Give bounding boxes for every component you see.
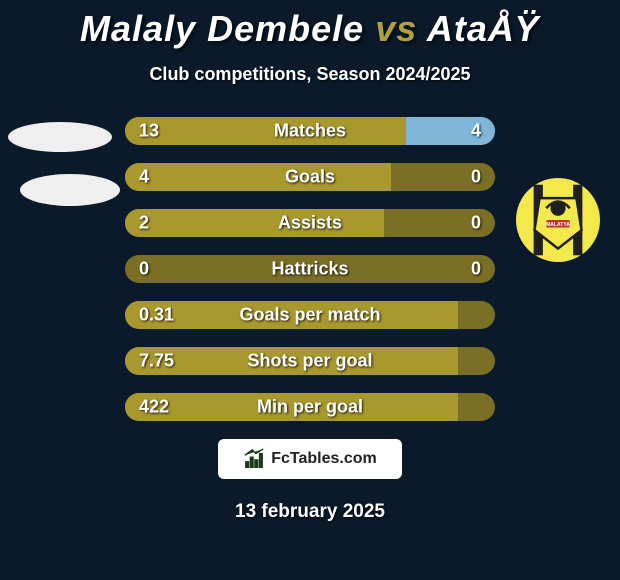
stat-label: Min per goal bbox=[257, 397, 363, 418]
stat-row: 7.75 Shots per goal bbox=[125, 347, 495, 375]
page-title: Malaly Dembele vs AtaÅŸ bbox=[0, 0, 620, 50]
stat-label: Assists bbox=[278, 213, 342, 234]
stat-label: Goals bbox=[285, 167, 335, 188]
date-text: 13 february 2025 bbox=[0, 501, 620, 523]
stat-bar-right bbox=[406, 117, 495, 145]
stat-value-left: 422 bbox=[139, 397, 169, 418]
stats-chart: 13 Matches 4 4 Goals 0 2 Assists 0 0 Hattricks 0 0.3… bbox=[0, 117, 620, 421]
site-logo-text: FcTables.com bbox=[271, 450, 377, 468]
stat-value-left: 4 bbox=[139, 167, 149, 188]
vs-text: vs bbox=[375, 8, 417, 49]
stat-value-right: 0 bbox=[471, 167, 481, 188]
stat-label: Matches bbox=[274, 121, 346, 142]
stat-value-right: 0 bbox=[471, 259, 481, 280]
stat-value-right: 4 bbox=[471, 121, 481, 142]
stat-value-left: 2 bbox=[139, 213, 149, 234]
site-logo: FcTables.com bbox=[218, 439, 402, 479]
stat-value-left: 7.75 bbox=[139, 351, 174, 372]
player1-name: Malaly Dembele bbox=[80, 8, 364, 49]
subtitle: Club competitions, Season 2024/2025 bbox=[0, 64, 620, 85]
stat-row: 422 Min per goal bbox=[125, 393, 495, 421]
stat-bar-left bbox=[125, 163, 391, 191]
stat-label: Goals per match bbox=[239, 305, 380, 326]
stat-value-left: 0 bbox=[139, 259, 149, 280]
stat-bar-left bbox=[125, 209, 384, 237]
stat-value-left: 0.31 bbox=[139, 305, 174, 326]
stat-value-right: 0 bbox=[471, 213, 481, 234]
player2-name: AtaÅŸ bbox=[427, 8, 540, 49]
stat-row: 0.31 Goals per match bbox=[125, 301, 495, 329]
stat-row: 4 Goals 0 bbox=[125, 163, 495, 191]
stat-row: 13 Matches 4 bbox=[125, 117, 495, 145]
stat-row: 0 Hattricks 0 bbox=[125, 255, 495, 283]
stat-label: Shots per goal bbox=[247, 351, 372, 372]
stat-label: Hattricks bbox=[271, 259, 348, 280]
stat-row: 2 Assists 0 bbox=[125, 209, 495, 237]
stat-value-left: 13 bbox=[139, 121, 159, 142]
stat-bar-left bbox=[125, 117, 406, 145]
